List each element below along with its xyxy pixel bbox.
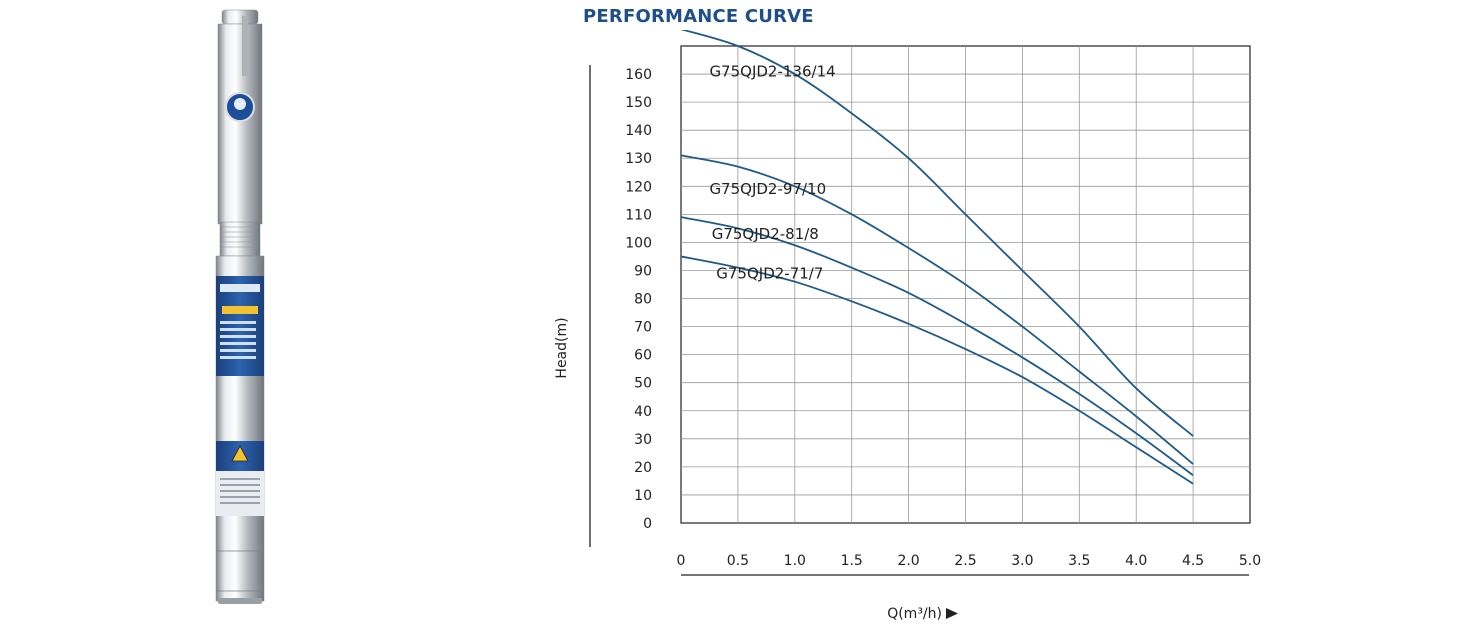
series-label: G75QJD2-71/7 [716,264,823,282]
y-tick-label: 40 [634,404,652,420]
x-tick-label: 5.0 [1239,553,1261,569]
x-tick-label: 1.0 [784,553,806,569]
x-tick-label: 1.5 [841,553,863,569]
performance-curve-chart: 0 10 20 30 40 50 60 70 80 90 100 110 120 130 140 150 160… [554,30,1262,622]
y-tick-label: 150 [625,95,652,111]
series-curve [680,30,1194,437]
y-tick-label: 80 [634,292,652,308]
y-tick-label: 20 [634,460,652,476]
y-tick-label: 120 [625,179,652,195]
x-tick-labels: 0 0.5 1.0 1.5 2.0 2.5 3.0 3.5 4.0 4.5 5.0 [677,553,1262,569]
y-tick-labels: 0 10 20 30 40 50 60 70 80 90 100 110 120 130 140 150 160 [625,67,652,532]
y-tick-label: 60 [634,348,652,364]
y-tick-label: 140 [625,123,652,139]
x-tick-label: 2.0 [897,553,919,569]
x-tick-label: 3.0 [1011,553,1033,569]
y-tick-label: 90 [634,263,652,279]
y-tick-label: 100 [625,235,652,251]
x-tick-label: 0 [677,553,686,569]
series-labels: G75QJD2-136/14 G75QJD2-97/10 G75QJD2-81/8 G… [709,62,835,282]
x-tick-label: 2.5 [954,553,976,569]
series-curve [680,154,1194,465]
y-tick-label: 70 [634,320,652,336]
y-tick-label: 50 [634,376,652,392]
performance-curves [680,30,1194,485]
series-label: G75QJD2-97/10 [709,180,826,198]
x-axis-arrow-icon [946,608,958,619]
y-tick-label: 110 [625,207,652,223]
series-label: G75QJD2-81/8 [712,225,819,243]
series-curve [680,255,1194,485]
y-tick-label: 130 [625,151,652,167]
y-tick-label: 0 [643,516,652,532]
x-tick-label: 0.5 [727,553,749,569]
y-axis-title: Head(m) [554,317,570,378]
x-tick-label: 4.5 [1182,553,1204,569]
y-tick-label: 10 [634,488,652,504]
x-tick-label: 4.0 [1125,553,1147,569]
y-tick-label: 160 [625,67,652,83]
x-axis-title: Q(m³/h) [887,606,942,622]
series-label: G75QJD2-136/14 [709,62,835,80]
y-tick-label: 30 [634,432,652,448]
pump-product-image [215,9,265,604]
series-curve [680,216,1194,477]
chart-title: PERFORMANCE CURVE [583,6,814,27]
x-tick-label: 3.5 [1068,553,1090,569]
